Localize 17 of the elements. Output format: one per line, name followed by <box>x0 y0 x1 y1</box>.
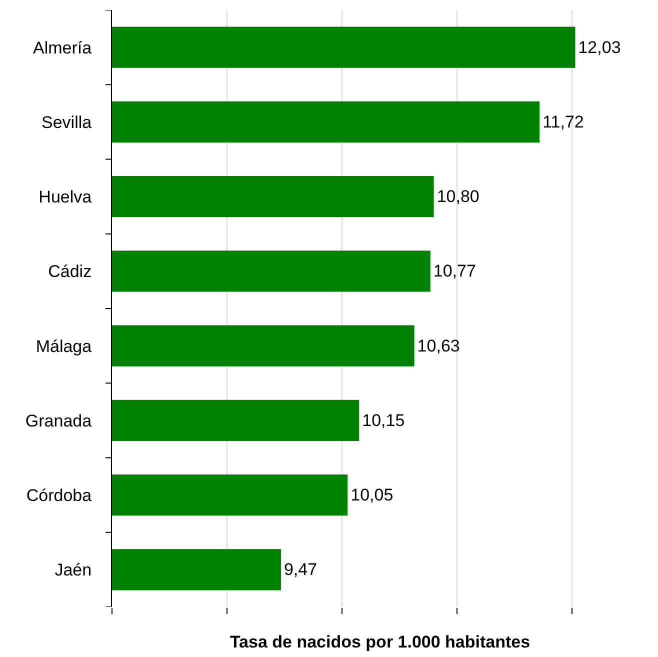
data-label: 10,63 <box>417 336 460 356</box>
data-label: 11,72 <box>542 112 584 132</box>
y-tick-label: Jaén <box>54 560 92 580</box>
data-label: 9,47 <box>284 560 318 580</box>
y-tick-label: Cádiz <box>48 262 92 282</box>
data-label: 10,77 <box>433 262 476 281</box>
data-label: 10,05 <box>350 486 394 505</box>
x-axis-title: Tasa de nacidos por 1.000 habitantes <box>230 632 530 652</box>
y-tick-label: Granada <box>25 411 92 430</box>
y-tick-label: Málaga <box>36 336 92 356</box>
data-label: 10,80 <box>436 187 480 206</box>
y-tick-label: Sevilla <box>42 112 92 132</box>
y-tick-label: Huelva <box>38 188 92 207</box>
y-tick-label: Córdoba <box>26 486 92 506</box>
data-label: 10,15 <box>362 410 405 430</box>
data-label: 12,03 <box>578 38 621 57</box>
y-tick-label: Almería <box>33 38 92 58</box>
